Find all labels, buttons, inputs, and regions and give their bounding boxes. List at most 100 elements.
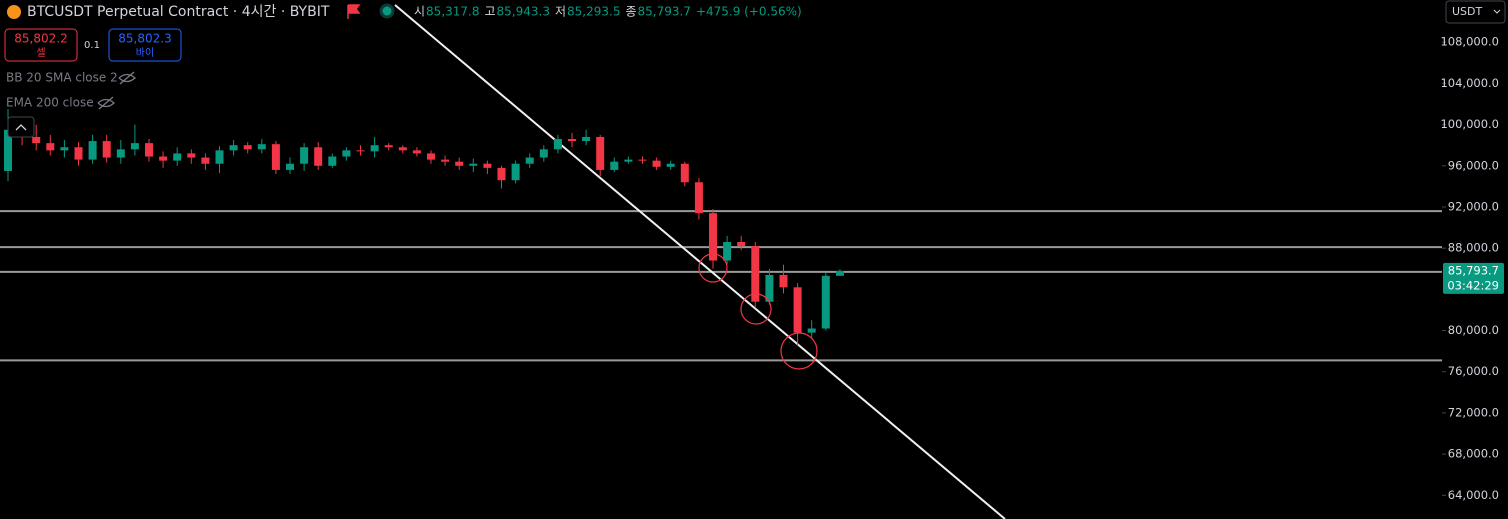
- candle-body: [469, 163, 478, 166]
- candle-body: [398, 147, 407, 151]
- candle-body: [356, 150, 365, 152]
- sell-price[interactable]: 85,802.2: [14, 32, 67, 46]
- y-tick-label: 96,000.0: [1448, 158, 1499, 172]
- candle-body: [314, 147, 323, 166]
- sell-label[interactable]: 셀: [36, 47, 45, 59]
- candle-body: [384, 145, 393, 148]
- collapse-icon[interactable]: [15, 124, 27, 131]
- candle-body: [553, 139, 562, 150]
- candle-body: [412, 150, 421, 154]
- hide-icon[interactable]: [97, 96, 115, 110]
- candle-body: [74, 147, 83, 160]
- sell-button[interactable]: [4, 28, 78, 62]
- last-price: 85,793.7: [1448, 263, 1499, 277]
- candle-body: [610, 161, 619, 170]
- price-axis: [1444, 0, 1508, 519]
- symbol-title: BTCUSDT Perpetual Contract · 4시간 · BYBIT: [27, 4, 330, 20]
- dropdown-icon[interactable]: [1493, 9, 1501, 14]
- y-tick-label: 92,000.0: [1448, 199, 1499, 213]
- candle-body: [342, 150, 351, 157]
- ohlc-value: 85,943.3: [497, 5, 550, 19]
- candle-body: [215, 150, 224, 164]
- ohlc-label: 종: [625, 5, 636, 19]
- symbol-icon: [7, 5, 21, 19]
- candle-body: [145, 143, 153, 157]
- currency[interactable]: USDT: [1452, 5, 1483, 18]
- y-tick-label: 64,000.0: [1448, 488, 1499, 502]
- candle-body: [511, 163, 520, 181]
- candle-body: [821, 275, 830, 329]
- candle-body: [370, 145, 379, 152]
- candle-body: [60, 147, 69, 151]
- ohlc-value: 85,793.7: [638, 5, 691, 19]
- candle-body: [751, 246, 760, 302]
- candle-body: [666, 163, 675, 167]
- candle-body: [737, 241, 746, 247]
- candle-body: [807, 328, 816, 333]
- drawing-handle[interactable]: [379, 3, 395, 19]
- candle-body: [525, 157, 534, 164]
- spread: 0.1: [84, 40, 100, 51]
- candle-body: [652, 160, 661, 167]
- y-tick-label: 68,000.0: [1448, 447, 1499, 461]
- candle-body: [32, 136, 41, 144]
- last-price-tag: [1443, 262, 1504, 294]
- highlight-circle: [698, 253, 728, 283]
- candle-body: [286, 163, 294, 170]
- ohlc-label: 고: [484, 5, 495, 19]
- buy-button[interactable]: [108, 28, 182, 62]
- candle-body: [46, 143, 55, 151]
- ohlc-label: 저: [555, 5, 566, 19]
- candle-body: [582, 136, 591, 142]
- candle-body: [539, 149, 548, 158]
- candles: [4, 109, 844, 345]
- candle-body: [694, 182, 703, 214]
- candle-body: [4, 129, 12, 171]
- ohlc-value: 85,317.8: [426, 5, 479, 19]
- candle-body: [116, 149, 125, 158]
- candle-body: [173, 153, 182, 161]
- candle-body: [328, 156, 337, 166]
- candle-body: [257, 144, 266, 150]
- candle-body: [187, 153, 196, 158]
- countdown: 03:42:29: [1447, 278, 1499, 292]
- candle-body: [624, 159, 633, 162]
- candle-body: [483, 163, 492, 168]
- collapse-button[interactable]: [7, 116, 35, 138]
- candle-body: [300, 147, 309, 164]
- candle-body: [765, 274, 774, 302]
- buy-label[interactable]: 바이: [136, 47, 154, 59]
- hide-icon[interactable]: [118, 71, 136, 85]
- y-tick-label: 72,000.0: [1448, 405, 1499, 419]
- candle-body: [159, 156, 168, 161]
- candle-body: [497, 167, 506, 181]
- indicator-label: EMA 200 close: [6, 96, 94, 110]
- indicator-label: BB 20 SMA close 2: [6, 71, 118, 85]
- y-tick-label: 100,000.0: [1440, 117, 1499, 131]
- highlight-circle: [780, 332, 818, 370]
- candle-body: [793, 287, 802, 333]
- candle-body: [723, 241, 732, 261]
- candle-body: [568, 139, 576, 142]
- candle-body: [596, 136, 605, 170]
- candle-body: [102, 141, 111, 158]
- highlight-circle: [740, 293, 772, 325]
- candle-body: [427, 153, 435, 160]
- buy-price[interactable]: 85,802.3: [118, 32, 171, 46]
- candle-body: [680, 163, 689, 183]
- candle-body: [638, 159, 647, 161]
- currency-select[interactable]: [1445, 0, 1506, 24]
- ohlc-value: 85,293.5: [567, 5, 620, 19]
- y-tick-label: 80,000.0: [1448, 323, 1499, 337]
- y-tick-label: 88,000.0: [1448, 241, 1499, 255]
- y-tick-label: 104,000.0: [1440, 76, 1499, 90]
- y-tick-label: 108,000.0: [1440, 35, 1499, 49]
- candle-body: [243, 145, 252, 150]
- price-change: +475.9 (+0.56%): [696, 5, 802, 19]
- y-tick-label: 76,000.0: [1448, 364, 1499, 378]
- flag-icon[interactable]: [347, 4, 361, 19]
- candle-body: [709, 213, 717, 261]
- ohlc-label: 시: [414, 5, 425, 19]
